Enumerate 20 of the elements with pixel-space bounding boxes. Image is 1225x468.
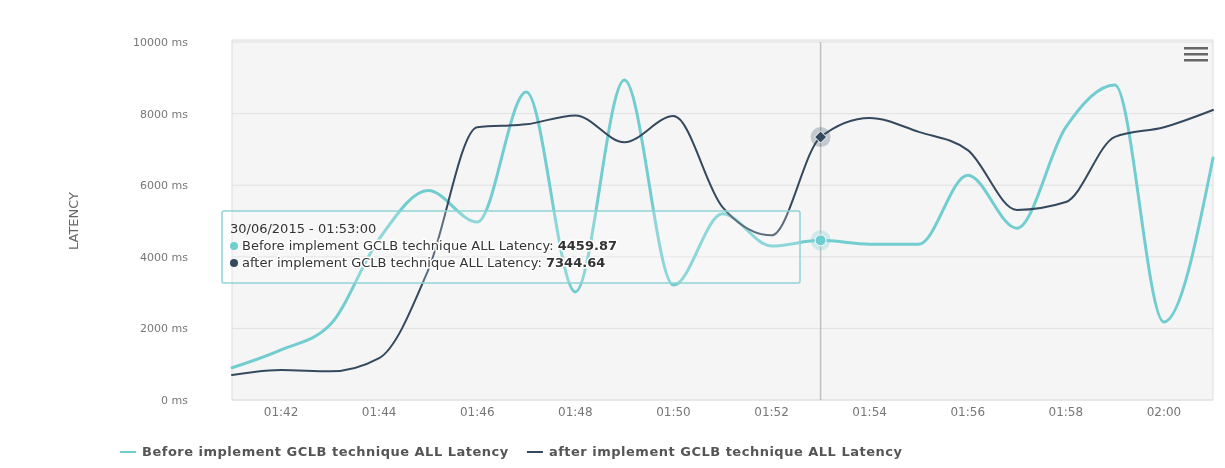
x-tick-label: 02:00 — [1146, 405, 1182, 419]
x-tick-label: 01:56 — [950, 405, 986, 419]
y-tick-label: 4000 ms — [140, 250, 189, 264]
y-tick-label: 8000 ms — [140, 107, 189, 121]
legend-label: after implement GCLB technique ALL Latency — [548, 444, 903, 459]
x-tick-label: 01:54 — [852, 405, 887, 419]
x-tick-label: 01:58 — [1048, 405, 1084, 419]
y-tick-label: 2000 ms — [140, 322, 189, 336]
y-tick-label: 10000 ms — [133, 36, 189, 49]
y-axis-title: LATENCY — [66, 191, 81, 251]
x-tick-label: 01:42 — [263, 405, 299, 419]
x-tick-label: 01:52 — [754, 405, 789, 419]
annotation: 30/06/2015 - 01:53:00 — [230, 221, 377, 236]
x-tick-label: 01:44 — [361, 405, 397, 419]
y-tick-label: 0 ms — [161, 394, 189, 407]
x-tick-label: 01:46 — [459, 405, 495, 419]
x-tick-label: 01:48 — [558, 405, 593, 419]
legend-label: Before implement GCLB technique ALL Latency — [142, 444, 509, 459]
y-tick-label: 6000 ms — [140, 179, 189, 193]
x-tick-label: 01:50 — [656, 405, 691, 419]
